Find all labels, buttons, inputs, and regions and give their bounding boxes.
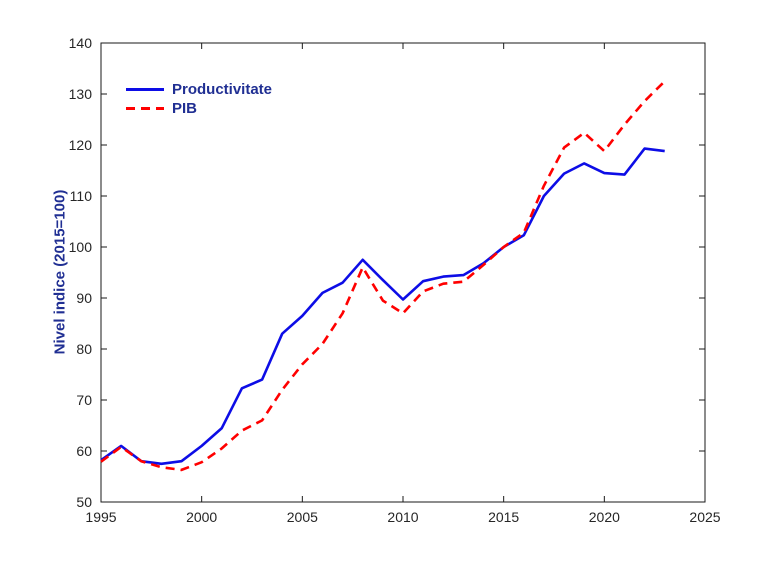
legend-label-productivitate: Productivitate xyxy=(172,81,273,98)
y-tick-label: 80 xyxy=(76,341,92,357)
y-tick-label: 100 xyxy=(69,239,93,255)
y-tick-label: 140 xyxy=(69,35,93,51)
x-tick-label: 2020 xyxy=(589,509,620,525)
x-tick-label: 2025 xyxy=(689,509,720,525)
y-tick-label: 110 xyxy=(70,188,93,204)
legend-label-pib: PIB xyxy=(172,100,198,117)
y-tick-label: 60 xyxy=(76,443,92,459)
y-tick-label: 120 xyxy=(69,137,93,153)
series-line-pib xyxy=(100,80,666,472)
x-tick-label: 2015 xyxy=(488,509,519,525)
legend-item-pib: PIB xyxy=(126,99,272,118)
legend-item-productivitate: Productivitate xyxy=(126,80,272,99)
y-tick-label: 70 xyxy=(76,392,92,408)
x-tick-label: 1995 xyxy=(85,509,116,525)
solid-line-sample xyxy=(126,88,164,91)
dashed-line-sample xyxy=(126,107,164,110)
x-tick-label: 2005 xyxy=(287,509,318,525)
y-tick-label: 90 xyxy=(76,290,92,306)
y-tick-label: 50 xyxy=(76,494,92,510)
y-axis-label: Nivel indice (2015=100) xyxy=(51,189,69,355)
x-tick-label: 2010 xyxy=(387,509,418,525)
legend: Productivitate PIB xyxy=(126,80,272,118)
y-tick-label: 130 xyxy=(69,86,93,102)
series-line-productivitate xyxy=(100,147,665,466)
x-tick-label: 2000 xyxy=(186,509,217,525)
